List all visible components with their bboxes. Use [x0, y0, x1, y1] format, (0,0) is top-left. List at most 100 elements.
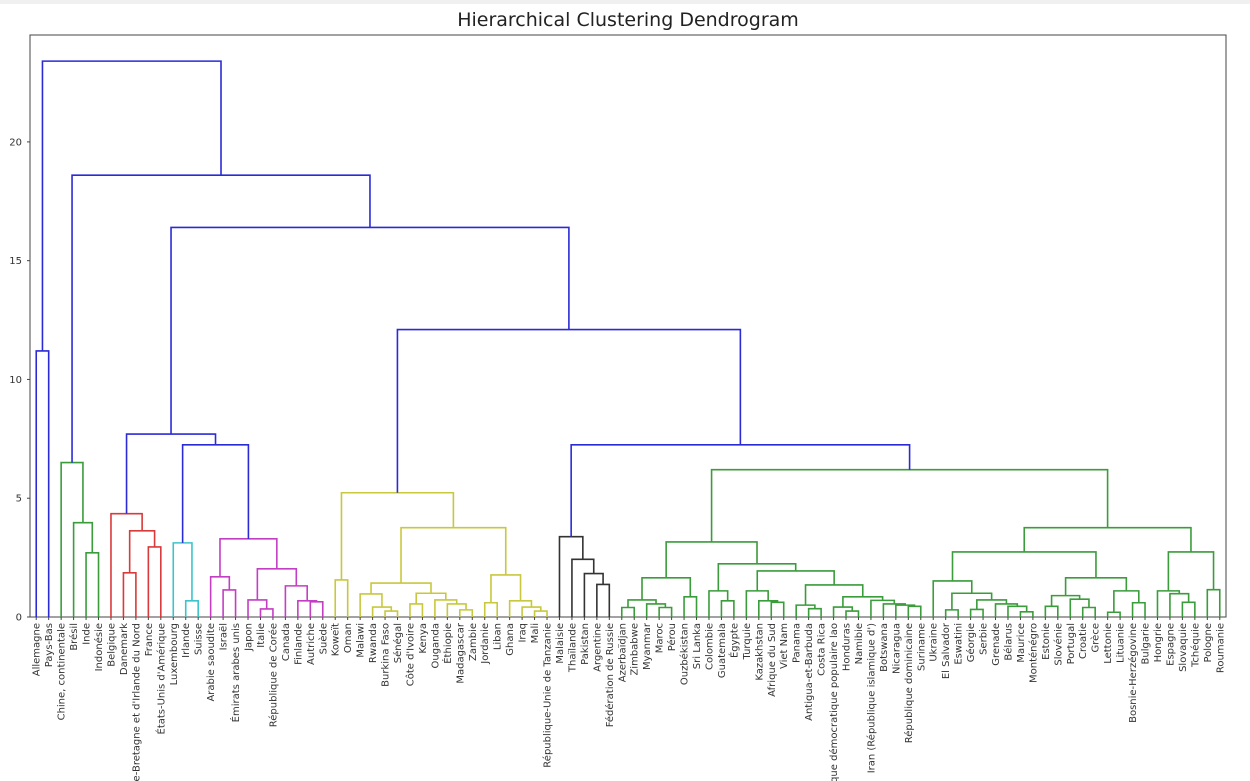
leaf-label: Suisse — [194, 623, 205, 655]
dendrogram-link — [708, 590, 729, 617]
dendrogram-link — [1023, 526, 1192, 552]
leaf-label: Royaume-Uni de Grande-Bretagne et d'Irla… — [131, 623, 142, 781]
dendrogram-link — [710, 468, 1109, 542]
leaf-label: Émirats arabes unis — [229, 623, 242, 722]
leaf-label: Malawi — [356, 623, 367, 658]
leaf-label: République de Corée — [267, 623, 279, 727]
dendrogram-link — [172, 542, 193, 617]
dendrogram-link — [434, 599, 458, 617]
leaf-label: Ukraine — [929, 623, 940, 662]
leaf-label: Colombie — [704, 623, 715, 670]
dendrogram-link — [209, 576, 231, 617]
dendrogram-link — [110, 512, 143, 617]
leaf-label: Irlande — [181, 623, 192, 658]
leaf-label: Estonie — [1041, 623, 1052, 660]
leaf-label: Danemark — [119, 623, 130, 675]
leaf-label: Lituanie — [1116, 623, 1127, 663]
leaf-label: Chine, continentale — [57, 623, 68, 720]
leaf-label: Israël — [219, 623, 230, 650]
leaf-label: Serbie — [979, 623, 990, 655]
leaf-label: Oman — [343, 623, 354, 653]
leaf-label: République démocratique populaire lao — [828, 623, 840, 781]
leaf-label: Kenya — [418, 623, 429, 654]
leaf-label: Suriname — [916, 623, 927, 671]
leaf-label: Pérou — [666, 623, 678, 651]
leaf-label: Espagne — [1165, 623, 1176, 666]
dendrogram-link — [71, 174, 371, 463]
dendrogram-link — [170, 226, 570, 435]
dendrogram-link — [297, 600, 318, 617]
leaf-label: Canada — [281, 623, 292, 661]
leaf-label: Égypte — [727, 623, 740, 658]
leaf-label: Malaisie — [555, 623, 566, 664]
dendrogram-link — [1050, 594, 1081, 607]
dendrogram-link — [446, 603, 467, 617]
dendrogram-link — [371, 606, 393, 617]
dendrogram-link — [184, 600, 199, 617]
leaf-label: Bosnie-Herzégovine — [1127, 623, 1139, 723]
dendrogram-link — [658, 606, 673, 617]
dendrogram-link — [483, 601, 498, 617]
y-tick-label: 15 — [9, 256, 22, 267]
dendrogram-link — [558, 535, 584, 617]
leaf-label: Argentine — [592, 623, 603, 672]
dendrogram-link — [944, 609, 959, 617]
leaf-label: Turquie — [742, 623, 753, 660]
leaf-label: France — [144, 623, 155, 656]
y-tick-label: 20 — [9, 137, 22, 148]
dendrogram-link — [795, 604, 816, 617]
leaf-label: Viet Nam — [779, 623, 790, 669]
leaf-label: États-Unis d'Amérique — [154, 623, 167, 735]
leaf-label: Sri Lanka — [692, 623, 703, 669]
leaf-label: République-Unie de Tanzanie — [542, 623, 554, 768]
leaf-label: Pays-Bas — [44, 623, 55, 667]
leaf-label: Bulgarie — [1141, 623, 1152, 665]
dendrogram-link — [1156, 590, 1181, 617]
plot-frame — [29, 34, 1227, 618]
leaf-label: Rwanda — [368, 623, 379, 663]
dendrogram-link — [1113, 590, 1140, 613]
leaf-label: Madagascar — [455, 622, 466, 684]
leaf-label: Eswatini — [954, 623, 965, 665]
dendrogram-link — [334, 579, 349, 617]
dendrogram-link — [665, 541, 758, 578]
leaf-label: Azerbaïdjan — [617, 623, 628, 682]
dendrogram-link — [459, 609, 474, 617]
dendrogram-link — [717, 562, 797, 591]
leaf-label: Géorgie — [965, 623, 977, 662]
dendrogram-link — [1131, 601, 1146, 617]
leaf-label: Maroc — [655, 623, 666, 653]
leaf-label: Brésil — [68, 623, 80, 651]
dendrogram-link — [845, 610, 860, 617]
dendrogram-link — [832, 606, 854, 617]
leaf-label: Arabie saoudite — [206, 623, 217, 702]
leaf-label: Lettonie — [1103, 623, 1114, 664]
dendrogram-link — [72, 521, 94, 617]
dendrogram-link — [222, 589, 237, 617]
leaf-label: Honduras — [842, 623, 853, 671]
leaf-label: Zambie — [468, 623, 479, 661]
dendrogram-link — [1169, 592, 1190, 617]
leaf-label: Ouzbékistan — [679, 623, 691, 685]
leaf-label: Fédération de Russie — [604, 623, 616, 727]
dendrogram-link — [384, 610, 399, 617]
dendrogram-link — [85, 552, 100, 617]
leaf-label: Costa Rica — [817, 623, 828, 676]
dendrogram-link — [842, 596, 884, 608]
dendrogram-link — [641, 577, 692, 600]
dendrogram-link — [745, 590, 769, 617]
y-tick-label: 0 — [16, 613, 22, 624]
dendrogram-link — [756, 570, 835, 591]
dendrogram-link — [147, 546, 162, 617]
leaf-label: Slovaquie — [1178, 623, 1189, 672]
leaf-label: Inde — [82, 623, 93, 645]
leaf-label: Zimbabwe — [630, 623, 641, 676]
dendrogram-link — [583, 572, 604, 617]
dendrogram-link — [645, 603, 667, 617]
dendrogram-link — [882, 603, 906, 617]
leaf-label: Kazakhstan — [754, 623, 765, 681]
leaf-label: Grèce — [1090, 623, 1102, 652]
leaf-label: Hongrie — [1153, 623, 1164, 662]
leaf-label: Thaïlande — [567, 623, 578, 673]
dendrogram-link — [490, 574, 522, 603]
